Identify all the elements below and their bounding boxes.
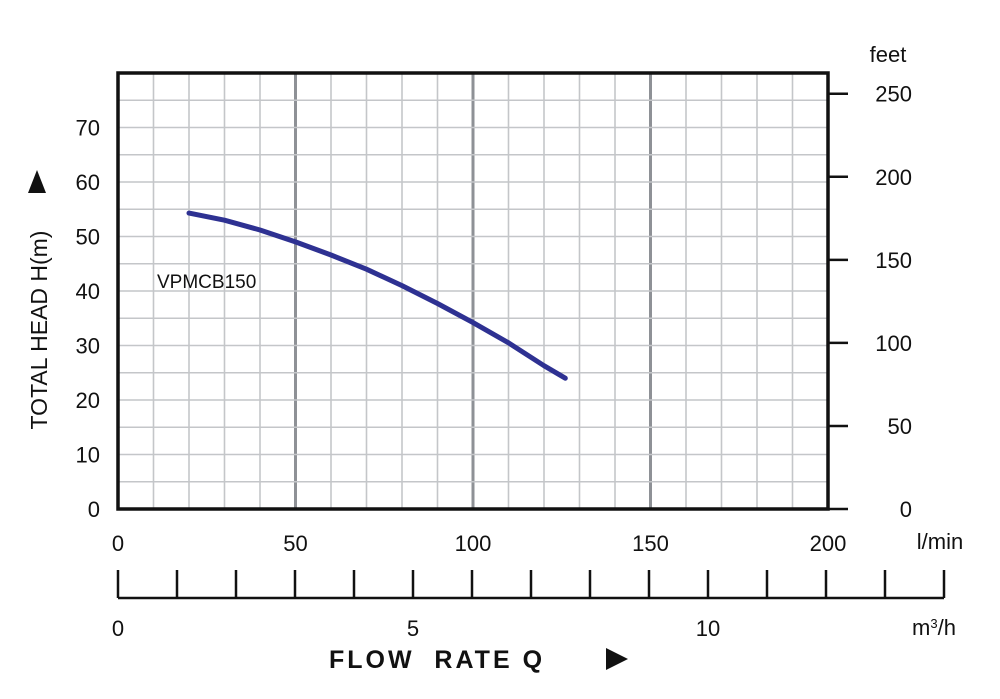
x-top-tick-label: 150 [632,531,669,556]
x-bottom-unit-label: m3/h [912,615,956,640]
x-top-tick-label: 0 [112,531,124,556]
series-line [186,210,568,381]
y-right-tick-label: 150 [875,248,912,273]
series-label: VPMCB150 [157,272,256,293]
x-bottom-tick-label: 5 [407,616,419,641]
y-axis-arrow-icon [28,170,46,193]
x-top-tick-label: 50 [283,531,307,556]
y-left-tick-label: 70 [76,116,100,141]
y-right-tick-label: 250 [875,82,912,107]
x-top-tick-label: 200 [810,531,847,556]
plot-frame [116,71,830,511]
series-layer: VPMCB150 [157,210,568,381]
y-right-tick-label: 100 [875,331,912,356]
x-bottom-unit-sup: 3 [930,616,937,631]
y-right-tick-label: 0 [900,497,912,522]
y-left-tick-label: 10 [76,443,100,468]
y-left-tick-label: 30 [76,334,100,359]
y-axis-title: TOTAL HEAD H(m) [26,231,52,430]
x-axis-title: FLOW RATE Q [329,646,545,674]
y-left-tick-label: 60 [76,170,100,195]
y-left-tick-label: 40 [76,279,100,304]
x-bottom-unit-tail: /h [938,615,956,640]
x-axis-arrow-icon [606,648,628,670]
x-bottom-tick-label: 0 [112,616,124,641]
x-bottom-tick-label: 10 [696,616,720,641]
x-top-unit-label: l/min [917,529,963,554]
y-right-tick-label: 200 [875,165,912,190]
grid [118,73,828,509]
y-left-tick-label: 50 [76,225,100,250]
plot-border [116,71,830,511]
x-top-tick-label: 100 [455,531,492,556]
y-right-tick-label: 50 [888,414,912,439]
y-left-tick-label: 20 [76,388,100,413]
y-right-unit-label: feet [870,42,907,67]
y-left-tick-label: 0 [88,497,100,522]
x-bottom-unit-base: m [912,615,930,640]
